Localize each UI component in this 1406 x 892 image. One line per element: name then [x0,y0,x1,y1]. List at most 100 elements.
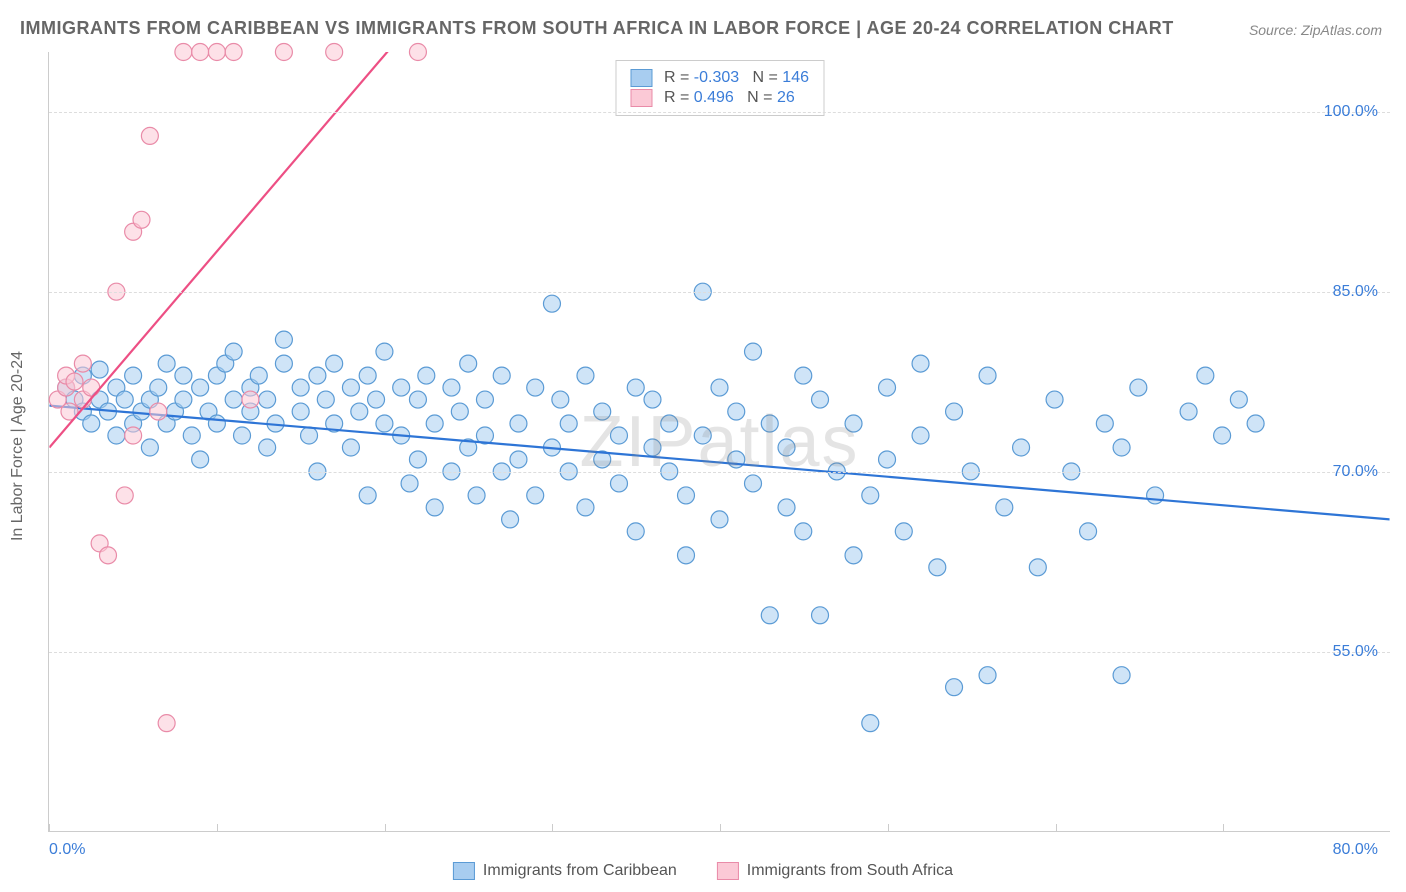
x-tick-mark [49,824,50,832]
data-point [409,44,426,61]
data-point [351,403,368,420]
data-point [1247,415,1264,432]
data-point [192,379,209,396]
data-point [208,44,225,61]
data-point [225,44,242,61]
data-point [912,355,929,372]
data-point [376,415,393,432]
data-point [418,367,435,384]
data-point [158,715,175,732]
data-point [1180,403,1197,420]
data-point [560,415,577,432]
x-tick-mark [888,824,889,832]
x-tick-mark [385,824,386,832]
data-point [594,403,611,420]
data-point [1230,391,1247,408]
data-point [627,379,644,396]
data-point [577,367,594,384]
y-tick-label: 85.0% [1333,283,1378,301]
data-point [627,523,644,540]
data-point [1080,523,1097,540]
data-point [678,487,695,504]
data-point [644,391,661,408]
data-point [1096,415,1113,432]
data-point [342,439,359,456]
data-point [443,379,460,396]
stats-legend-text: R = -0.303 N = 146 [664,69,809,87]
data-point [175,367,192,384]
data-point [326,355,343,372]
data-point [1147,487,1164,504]
x-tick-mark [552,824,553,832]
data-point [409,391,426,408]
data-point [510,451,527,468]
data-point [527,379,544,396]
data-point [359,487,376,504]
legend-item: Immigrants from South Africa [717,862,953,880]
data-point [301,427,318,444]
data-point [426,499,443,516]
data-point [711,511,728,528]
data-point [996,499,1013,516]
gridline [49,652,1390,653]
data-point [812,607,829,624]
data-point [275,331,292,348]
data-point [610,475,627,492]
data-point [409,451,426,468]
data-point [183,427,200,444]
data-point [208,415,225,432]
data-point [778,439,795,456]
stats-legend-box: R = -0.303 N = 146R = 0.496 N = 26 [615,60,824,116]
data-point [476,391,493,408]
data-point [979,667,996,684]
y-axis-label: In Labor Force | Age 20-24 [9,351,27,541]
y-tick-label: 70.0% [1333,463,1378,481]
data-point [1029,559,1046,576]
data-point [83,415,100,432]
source-attribution: Source: ZipAtlas.com [1249,22,1382,38]
data-point [376,343,393,360]
data-point [250,367,267,384]
data-point [711,379,728,396]
data-point [259,439,276,456]
trend-line [49,406,1389,520]
data-point [242,391,259,408]
data-point [100,547,117,564]
data-point [192,451,209,468]
data-point [66,373,83,390]
data-point [1113,439,1130,456]
data-point [401,475,418,492]
data-point [761,415,778,432]
data-point [116,487,133,504]
data-point [979,367,996,384]
x-tick-label-end: 80.0% [1333,841,1378,859]
data-point [292,379,309,396]
data-point [845,547,862,564]
data-point [317,391,334,408]
data-point [83,379,100,396]
data-point [795,367,812,384]
chart-title: IMMIGRANTS FROM CARIBBEAN VS IMMIGRANTS … [20,18,1174,39]
data-point [694,427,711,444]
data-point [912,427,929,444]
y-tick-label: 100.0% [1324,103,1378,121]
data-point [368,391,385,408]
data-point [234,427,251,444]
data-point [552,391,569,408]
data-point [426,415,443,432]
legend-swatch [630,89,652,107]
y-tick-label: 55.0% [1333,643,1378,661]
data-point [1113,667,1130,684]
data-point [275,44,292,61]
data-point [451,403,468,420]
data-point [150,403,167,420]
data-point [678,547,695,564]
legend-label: Immigrants from Caribbean [483,862,677,880]
legend-swatch [717,862,739,880]
data-point [527,487,544,504]
data-point [125,427,142,444]
data-point [862,715,879,732]
data-point [292,403,309,420]
data-point [895,523,912,540]
data-point [1046,391,1063,408]
